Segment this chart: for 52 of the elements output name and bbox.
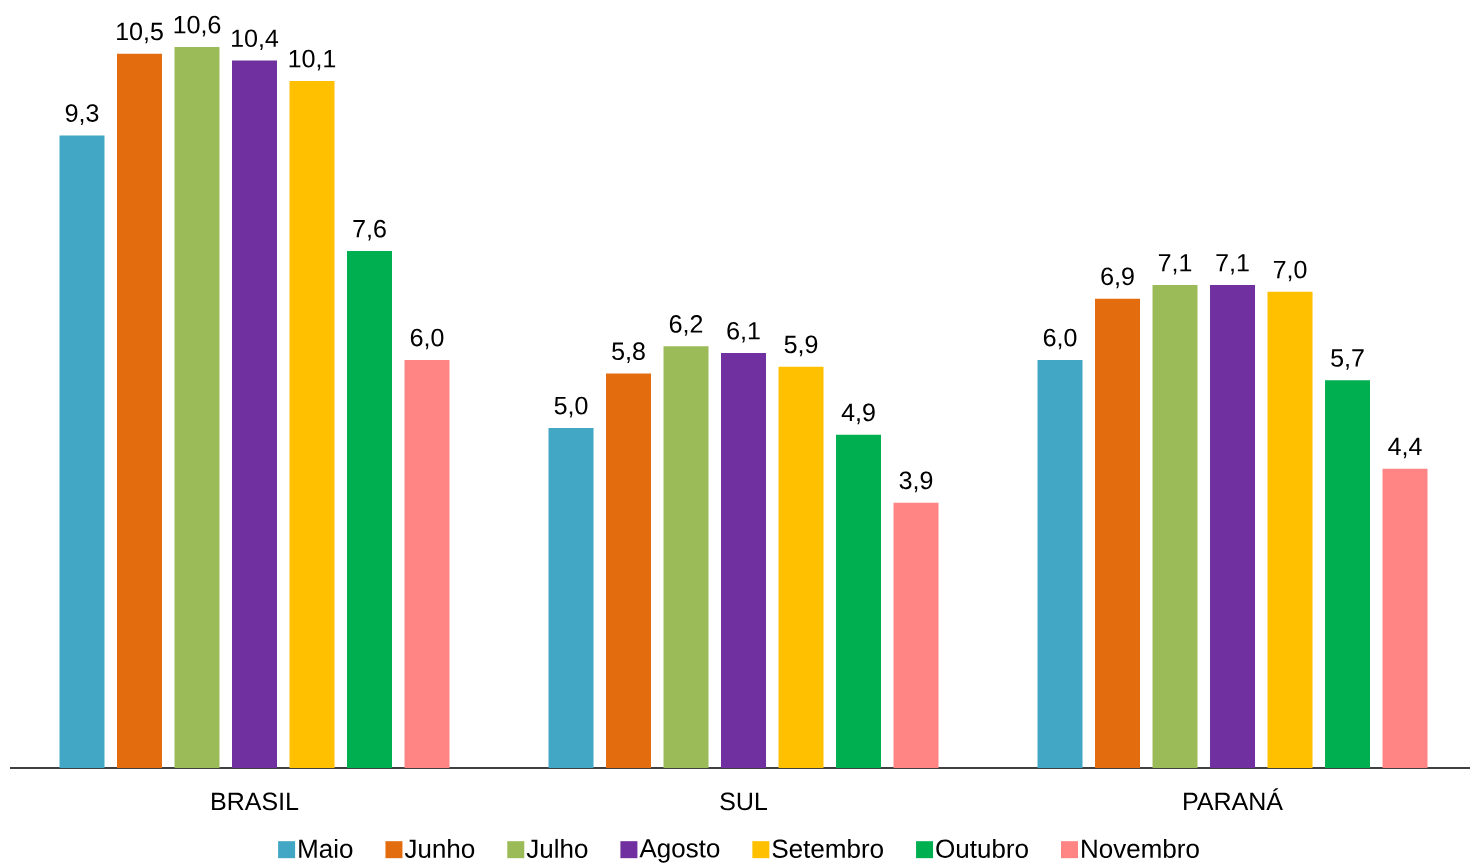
- data-label: 7,1: [1158, 254, 1192, 275]
- bar: [1037, 359, 1083, 768]
- bar: [1267, 291, 1313, 768]
- legend-label: Maio: [299, 838, 353, 858]
- data-label: 6,9: [1101, 267, 1134, 289]
- data-label: 10,5: [117, 22, 163, 44]
- data-label: 7,6: [353, 219, 386, 241]
- legend-label: Agosto: [639, 839, 720, 863]
- data-label: 7,1: [1216, 254, 1249, 275]
- bar: [548, 427, 594, 768]
- legend-label: Novembro: [1082, 838, 1199, 858]
- data-label: 5,8: [612, 342, 645, 363]
- bar: [289, 81, 335, 768]
- bar: [59, 135, 105, 768]
- bar: [232, 60, 277, 768]
- bar: [174, 46, 220, 768]
- bar: [778, 366, 824, 768]
- bar: [893, 502, 939, 768]
- data-label: 6,0: [410, 328, 444, 350]
- data-label: 6,1: [727, 321, 760, 343]
- bar: [836, 434, 882, 768]
- data-label: 6,2: [669, 315, 703, 336]
- x-tick-label: SUL: [720, 792, 767, 811]
- data-label: 5,0: [554, 396, 588, 418]
- data-label: 10,1: [289, 49, 336, 71]
- data-label: 6,0: [1043, 328, 1077, 350]
- bar: [1095, 298, 1141, 768]
- data-label: 3,9: [899, 471, 933, 493]
- bar: [347, 251, 392, 768]
- data-label: 10,4: [232, 29, 279, 51]
- x-tick-label: PARANÁ: [1184, 788, 1283, 810]
- data-label: 4,9: [841, 403, 875, 425]
- legend-label: Junho: [404, 838, 475, 858]
- bar: [1152, 285, 1198, 768]
- bar: [663, 346, 709, 768]
- data-label: 10,6: [174, 15, 221, 37]
- bar: [1382, 468, 1428, 768]
- bar: [1210, 285, 1256, 768]
- data-label: 9,3: [65, 104, 99, 125]
- legend-label: Setembro: [772, 838, 883, 858]
- bar: [606, 373, 652, 768]
- data-label: 5,7: [1331, 349, 1364, 370]
- bar: [721, 353, 767, 768]
- data-label: 5,9: [784, 335, 818, 357]
- legend-label: Outubro: [936, 838, 1028, 858]
- legend-label: Julho: [526, 838, 588, 858]
- data-label: 4,4: [1388, 437, 1422, 459]
- bar: [117, 53, 162, 768]
- data-label: 7,0: [1273, 260, 1307, 282]
- bar: [404, 359, 450, 768]
- bar: [1325, 380, 1371, 768]
- x-tick-label: BRASIL: [212, 792, 299, 811]
